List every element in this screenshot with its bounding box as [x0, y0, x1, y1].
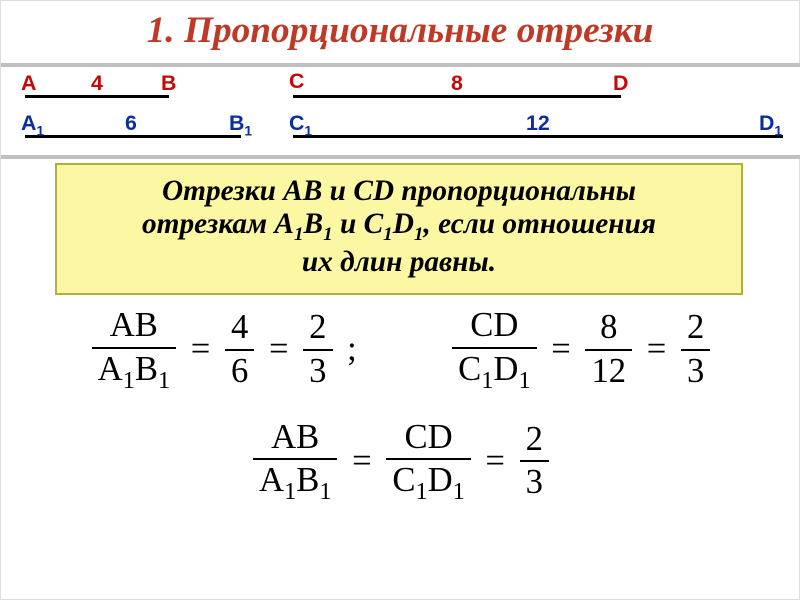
label-A: A [21, 71, 36, 96]
frac-CD-over-C1D1-b: CD C1D1 [386, 417, 470, 507]
frac-2-3-c: 2 3 [520, 419, 549, 504]
frac-AB-over-A1B1: AB A1B1 [92, 305, 176, 395]
segments-diagram: A B 4 A1 B1 6 C D 8 C1 D1 12 [1, 63, 800, 159]
length-A1B1: 6 [125, 111, 137, 136]
label-D1: D1 [759, 111, 782, 138]
equals-sign: = [545, 330, 577, 369]
equals-sign: = [346, 442, 378, 481]
semicolon: ; [341, 330, 363, 369]
equations-area: AB A1B1 = 4 6 = 2 3 ; CD C1D1 = 8 12 [1, 291, 800, 506]
frac-8-12: 8 12 [585, 307, 632, 392]
equation-row-2: AB A1B1 = CD C1D1 = 2 3 [1, 417, 800, 507]
frac-AB-over-A1B1-b: AB A1B1 [253, 417, 337, 507]
label-B: B [161, 71, 176, 96]
equation-row-1: AB A1B1 = 4 6 = 2 3 ; CD C1D1 = 8 12 [1, 305, 800, 395]
equals-sign: = [479, 442, 511, 481]
length-CD: 8 [451, 71, 463, 96]
length-C1D1: 12 [526, 111, 550, 136]
label-C: C [289, 69, 304, 94]
label-C1: C1 [289, 111, 312, 138]
frac-CD-over-C1D1: CD C1D1 [452, 305, 536, 395]
label-D: D [613, 71, 628, 96]
frac-2-3-a: 2 3 [303, 307, 332, 392]
frac-2-3-b: 2 3 [681, 307, 710, 392]
definition-line2: отрезкам A1B1 и C1D1, если отношения [65, 208, 733, 246]
equals-sign: = [641, 330, 673, 369]
definition-box: Отрезки AB и CD пропорциональны отрезкам… [55, 163, 743, 295]
label-B1: B1 [229, 111, 252, 138]
equals-sign: = [263, 330, 295, 369]
slide: 1. Пропорциональные отрезки A B 4 A1 B1 … [0, 0, 800, 600]
length-AB: 4 [91, 71, 103, 96]
frac-4-6: 4 6 [225, 307, 254, 392]
slide-title: 1. Пропорциональные отрезки [1, 1, 799, 52]
definition-line1: Отрезки AB и CD пропорциональны [65, 175, 733, 208]
definition-line3: их длин равны. [65, 246, 733, 279]
equals-sign: = [185, 330, 217, 369]
label-A1: A1 [21, 111, 44, 138]
